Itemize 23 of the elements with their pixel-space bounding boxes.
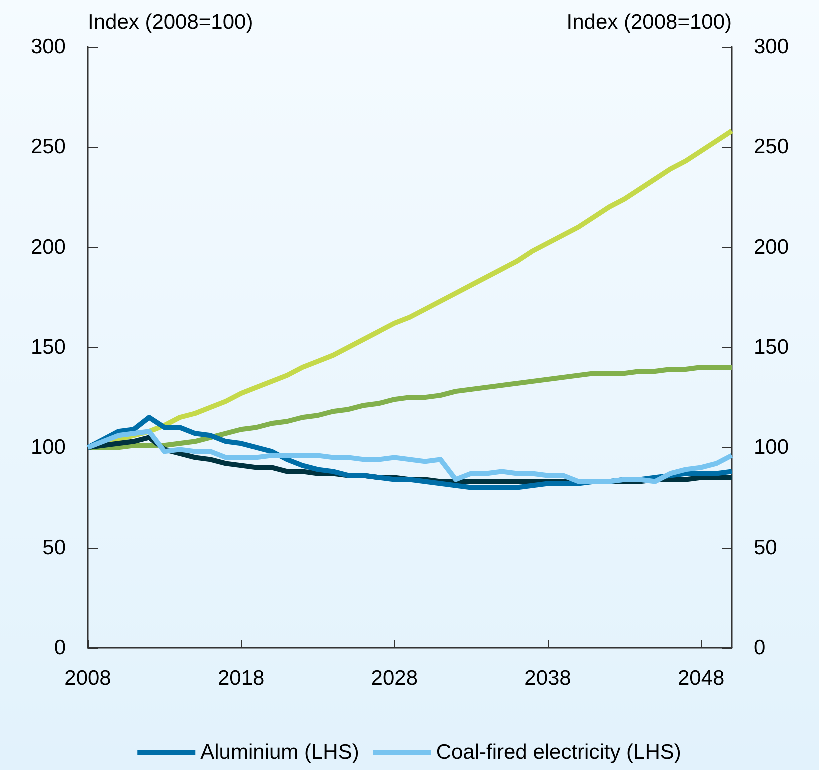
y-tick-label: 300: [30, 36, 66, 58]
legend-label: Aluminium (LHS): [200, 741, 360, 764]
y2-tick-label: 250: [754, 136, 790, 159]
x-tick-label: 2028: [371, 667, 418, 690]
x-tick-label: 2038: [524, 667, 572, 690]
y2-tick-label: 300: [754, 36, 790, 58]
y-axis-title: Index (2008=100): [88, 11, 254, 34]
y-tick-label: 150: [30, 336, 66, 359]
y-tick-label: 50: [42, 536, 66, 560]
y2-tick-label: 50: [754, 536, 778, 560]
y2-tick-label: 0: [754, 636, 766, 660]
x-tick-label: 2048: [678, 667, 725, 690]
y-tick-label: 100: [30, 436, 66, 460]
y2-tick-label: 100: [754, 436, 790, 460]
y2-tick-label: 150: [754, 336, 790, 359]
legend-label: Coal-fired electricity (LHS): [436, 741, 682, 764]
x-tick-label: 2018: [218, 667, 265, 690]
y2-tick-label: 200: [754, 236, 790, 259]
y-tick-label: 0: [54, 636, 66, 660]
y-tick-label: 200: [30, 236, 66, 259]
y2-axis-title: Index (2008=100): [566, 11, 732, 34]
y-tick-label: 250: [30, 136, 66, 159]
x-tick-label: 2008: [64, 667, 112, 690]
